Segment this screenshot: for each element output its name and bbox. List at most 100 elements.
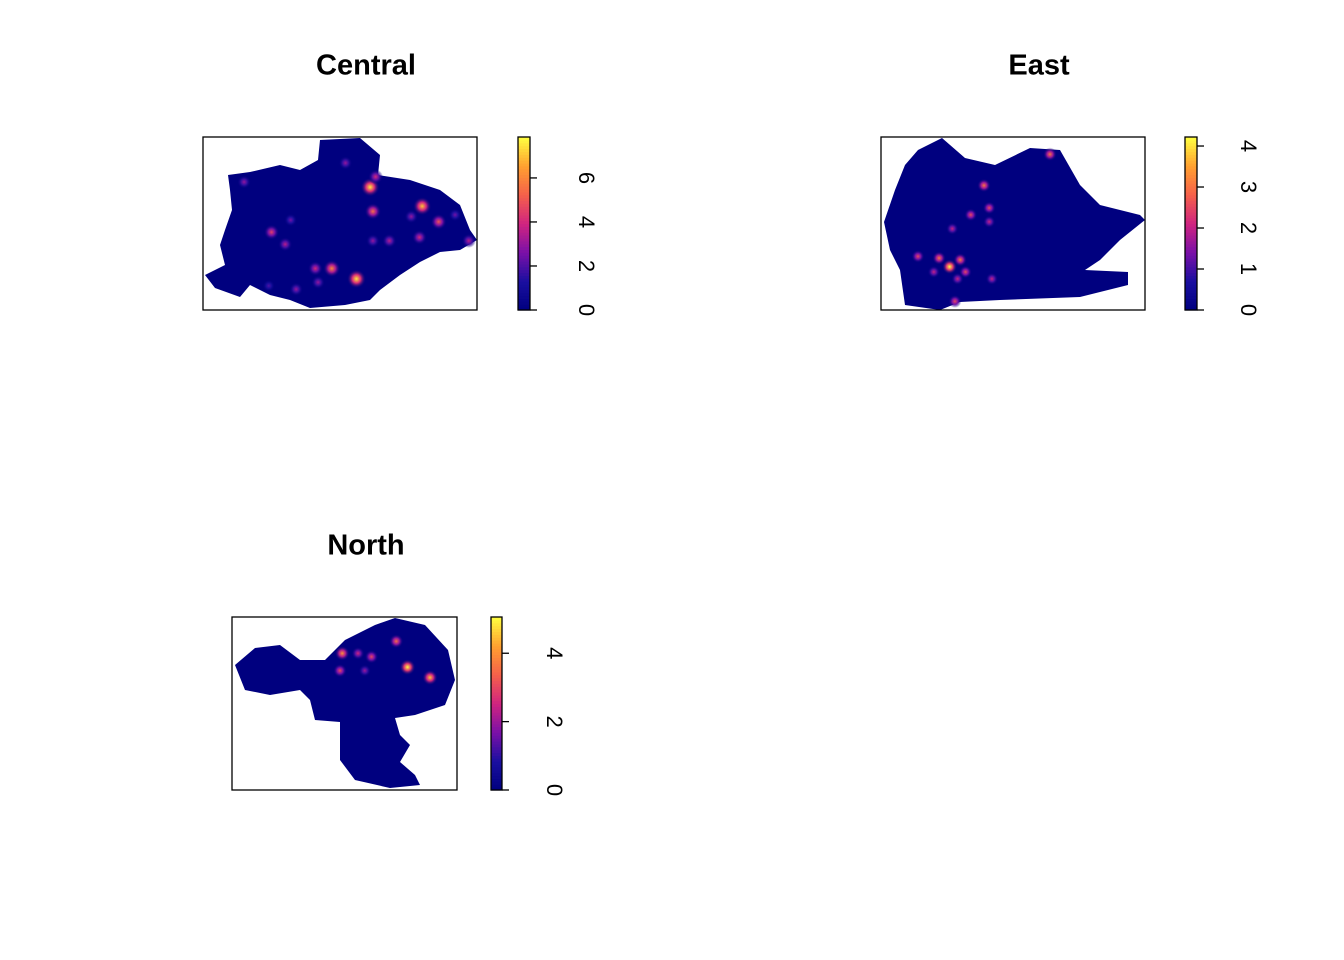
colorbar-swatch: [1185, 160, 1197, 164]
colorbar-swatch: [491, 651, 502, 656]
colorbar-tick-label: 4: [542, 647, 567, 659]
colorbar-swatch: [491, 743, 502, 748]
colorbar-swatch: [518, 191, 530, 196]
colorbar-swatch: [518, 171, 530, 176]
colorbar-swatch: [1185, 171, 1197, 176]
colorbar-swatch: [491, 683, 502, 687]
colorbar-swatch: [491, 640, 502, 644]
colorbar-swatch: [1185, 188, 1197, 193]
colorbar-swatch: [518, 263, 530, 268]
colorbar-swatch: [518, 255, 530, 259]
colorbar-swatch: [518, 145, 530, 150]
colorbar-swatch: [518, 292, 530, 297]
colorbar-swatch: [1185, 301, 1197, 305]
region: [205, 138, 477, 308]
colorbar-swatch: [518, 281, 530, 285]
colorbar-frame: [517, 136, 531, 311]
colorbar-swatch: [518, 168, 530, 173]
colorbar-swatch: [1185, 139, 1197, 144]
colorbar-swatch: [518, 269, 530, 274]
colorbar-swatch: [518, 298, 530, 302]
colorbar-swatch: [491, 617, 502, 621]
colorbar-swatch: [491, 729, 502, 733]
colorbar-swatch: [491, 732, 502, 736]
hotspot: [346, 269, 366, 289]
colorbar-frame: [1184, 136, 1198, 311]
colorbar-swatch: [491, 784, 502, 788]
colorbar-swatch: [1185, 229, 1197, 233]
colorbar-swatch: [491, 645, 502, 650]
colorbar-swatch: [491, 746, 502, 751]
colorbar-swatch: [491, 648, 502, 653]
colorbar-swatch: [518, 226, 530, 230]
colorbar-swatch: [491, 631, 502, 635]
hotspot: [262, 279, 275, 292]
colorbar-swatch: [518, 266, 530, 271]
colorbar-swatch: [1185, 211, 1197, 216]
colorbar-swatch: [491, 758, 502, 762]
colorbar-swatch: [518, 301, 530, 305]
colorbar-swatch: [1185, 281, 1197, 285]
panel-title: North: [327, 530, 404, 562]
colorbar-tick-label: 4: [574, 216, 599, 228]
hotspot: [382, 233, 397, 248]
colorbar-swatch: [1185, 298, 1197, 302]
colorbar-swatch: [491, 668, 502, 673]
colorbar-swatch: [1185, 214, 1197, 219]
colorbar-swatch: [1185, 237, 1197, 242]
colorbar-swatch: [1185, 206, 1197, 210]
colorbar-swatch: [491, 787, 502, 791]
colorbar-swatch: [491, 663, 502, 667]
hotspot: [358, 664, 371, 677]
hotspot: [307, 261, 323, 276]
colorbar-swatch: [518, 286, 530, 291]
colorbar-swatch: [491, 726, 502, 731]
hotspot: [323, 259, 341, 278]
colorbar-swatch: [518, 235, 530, 239]
colorbar-swatch: [518, 180, 530, 184]
colorbar-swatch: [518, 148, 530, 153]
colorbar-frame: [490, 616, 503, 791]
colorbar-swatch: [518, 229, 530, 233]
colorbar-swatch: [491, 761, 502, 765]
hotspot: [977, 178, 991, 193]
hotspot: [983, 215, 996, 228]
colorbar-swatch: [518, 154, 530, 158]
colorbar-swatch: [518, 183, 530, 187]
hotspot: [946, 222, 959, 235]
hotspot: [338, 156, 353, 170]
map-frame: [202, 136, 478, 311]
colorbar-swatch: [491, 694, 502, 699]
hotspot: [364, 649, 379, 664]
colorbar-tick-label: 2: [1236, 222, 1261, 234]
colorbar-swatch: [1185, 275, 1197, 279]
colorbar-swatch: [518, 220, 530, 225]
colorbar-swatch: [491, 720, 502, 725]
colorbar-swatch: [491, 654, 502, 658]
hotspot: [985, 272, 999, 286]
colorbar-swatch: [1185, 157, 1197, 161]
colorbar-swatch: [1185, 177, 1197, 181]
colorbar-swatch: [491, 619, 502, 624]
colorbar-swatch: [1185, 197, 1197, 202]
colorbar-swatch: [1185, 263, 1197, 268]
colorbar-swatch: [518, 177, 530, 181]
colorbar-swatch: [1185, 304, 1197, 308]
colorbar-swatch: [1185, 186, 1197, 190]
colorbar-swatch: [1185, 223, 1197, 227]
colorbar-swatch: [518, 197, 530, 202]
colorbar-swatch: [491, 772, 502, 777]
colorbar-swatch: [1185, 307, 1197, 311]
colorbar-swatch: [518, 209, 530, 213]
colorbar-swatch: [491, 769, 502, 774]
colorbar-swatch: [518, 272, 530, 276]
colorbar-swatch: [491, 625, 502, 630]
colorbar-swatch: [1185, 145, 1197, 150]
colorbar-swatch: [518, 307, 530, 311]
colorbar-swatch: [491, 717, 502, 722]
hotspot: [430, 213, 447, 230]
hotspot: [948, 294, 962, 308]
hotspot: [364, 203, 382, 220]
colorbar-swatch: [518, 186, 530, 190]
